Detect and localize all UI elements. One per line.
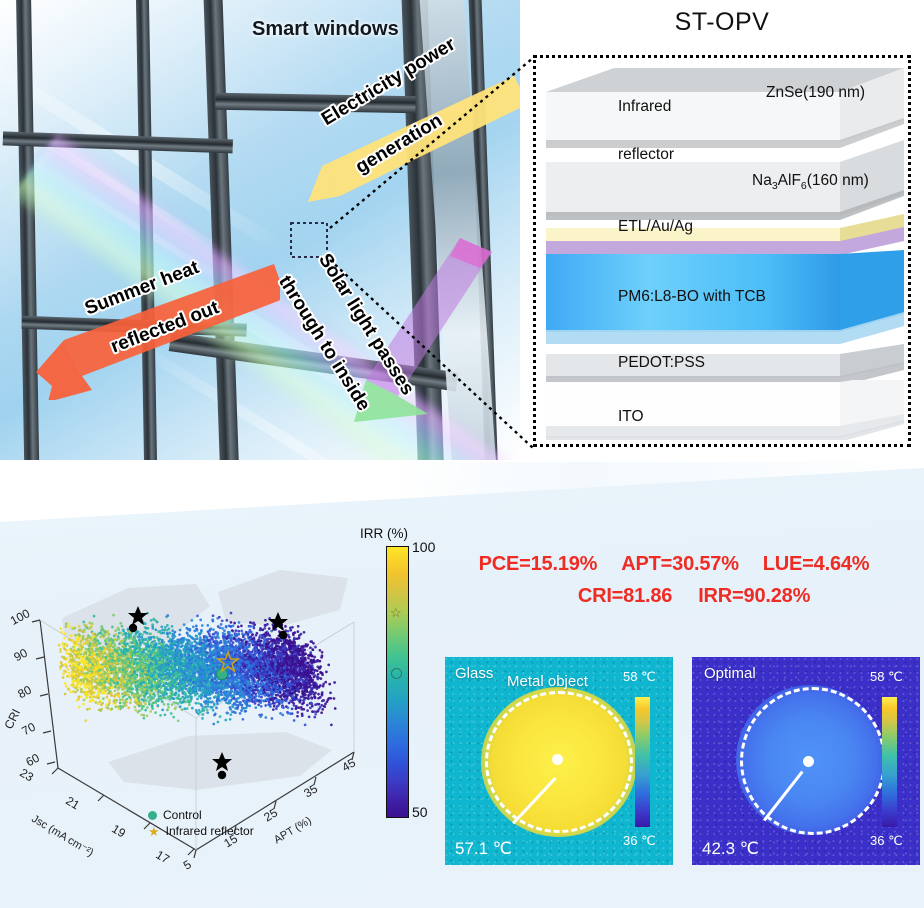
device-stack: Infrared ZnSe(190 nm) reflector Na3AlF6(… bbox=[540, 62, 904, 440]
st-opv-dotted-border: Infrared ZnSe(190 nm) reflector Na3AlF6(… bbox=[533, 55, 911, 447]
infrared-reflector-label-line2: reflector bbox=[618, 146, 674, 163]
metric-lue: LUE=4.64% bbox=[762, 553, 870, 575]
legend-item-infrared-reflector: ★ Infrared reflector bbox=[148, 823, 254, 839]
layer-ito bbox=[540, 380, 904, 440]
znse-label: ZnSe(190 nm) bbox=[766, 84, 866, 101]
jsc-ticks bbox=[51, 767, 195, 856]
thermal-glass-label: Glass bbox=[455, 665, 494, 682]
metrics-row-1: PCE=15.19% APT=30.57% LUE=4.64% bbox=[424, 548, 924, 580]
metric-cri: CRI=81.86 bbox=[577, 585, 673, 607]
thermal-object-outline bbox=[485, 691, 633, 833]
st-opv-title: ST-OPV bbox=[674, 8, 770, 36]
legend-item-control: Control bbox=[148, 807, 254, 823]
scatter-point-cloud bbox=[57, 611, 337, 727]
thermal-optimal-label: Optimal bbox=[704, 665, 756, 682]
metric-pce: PCE=15.19% bbox=[478, 553, 598, 575]
cri-ticks bbox=[31, 619, 56, 765]
smart-windows-title: Smart windows bbox=[252, 18, 399, 40]
legend-label-control: Control bbox=[163, 808, 202, 822]
thermal-optimal-scale-min: 36 ℃ bbox=[870, 833, 903, 848]
metrics-summary: PCE=15.19% APT=30.57% LUE=4.64% CRI=81.8… bbox=[424, 548, 924, 612]
thermal-metal-object-label: Metal object bbox=[507, 673, 588, 690]
etl-au-ag-label: ETL/Au/Ag bbox=[618, 218, 693, 235]
infrared-reflector-marker-icon: ★ bbox=[148, 823, 160, 839]
st-opv-panel: ST-OPV Infrared ZnSe(190 nm) bbox=[520, 0, 924, 460]
scatter-legend: Control ★ Infrared reflector bbox=[148, 807, 254, 839]
layer-pedot-pss bbox=[540, 344, 904, 392]
layer-na3alf6 bbox=[540, 138, 904, 230]
thermal-glass-scale-min: 36 ℃ bbox=[623, 833, 656, 848]
thermal-image-glass: Glass Metal object 57.1 ℃ 58 ℃ 36 ℃ bbox=[445, 657, 673, 865]
zoom-region-marker bbox=[290, 222, 328, 258]
colorbar-gradient bbox=[386, 546, 409, 818]
thermal-image-optimal: Optimal 42.3 ℃ 58 ℃ 36 ℃ bbox=[692, 657, 920, 865]
control-marker-icon bbox=[148, 810, 157, 820]
legend-label-infrared-reflector: Infrared reflector bbox=[165, 824, 254, 838]
axis-lines bbox=[39, 619, 355, 851]
colorbar-star-marker-icon: ☆ bbox=[390, 605, 402, 620]
results-panel: 100 90 80 70 60 CRI 23 21 19 17 Jsc (mA … bbox=[0, 462, 924, 908]
thermal-glass-scale-max: 58 ℃ bbox=[623, 669, 656, 684]
colorbar-circle-marker-icon bbox=[391, 668, 402, 679]
metric-irr: IRR=90.28% bbox=[698, 585, 811, 607]
layer-znse bbox=[540, 62, 904, 148]
smart-window-illustration: Electricity power generation Summer heat… bbox=[0, 0, 520, 460]
thermal-glass-colorbar bbox=[635, 697, 650, 827]
marker-infrared-reflector bbox=[215, 649, 241, 673]
pm6-l8bo-label: PM6:L8-BO with TCB bbox=[618, 288, 766, 305]
colorbar-title: IRR (%) bbox=[360, 526, 408, 541]
colorbar-max-label: 100 bbox=[412, 539, 436, 555]
layer-etl-au-ag bbox=[540, 214, 904, 255]
scatter-3d-chart: 100 90 80 70 60 CRI 23 21 19 17 Jsc (mA … bbox=[0, 500, 420, 900]
metric-apt: APT=30.57% bbox=[621, 553, 739, 575]
apt-ticks bbox=[193, 751, 355, 859]
thermal-optimal-colorbar bbox=[882, 697, 897, 827]
irr-colorbar: IRR (%) 100 50 ☆ bbox=[360, 526, 462, 856]
na3alf6-label: Na3AlF6(160 nm) bbox=[752, 172, 869, 193]
thermal-optimal-scale-max: 58 ℃ bbox=[870, 669, 903, 684]
ito-label: ITO bbox=[618, 408, 644, 425]
thermal-glass-temperature: 57.1 ℃ bbox=[455, 839, 512, 858]
thermal-measure-point bbox=[552, 754, 563, 765]
pedot-pss-label: PEDOT:PSS bbox=[618, 354, 705, 371]
shadow-markers bbox=[128, 606, 288, 780]
summer-heat-arrow bbox=[36, 264, 280, 400]
infrared-reflector-label-line1: Infrared bbox=[618, 98, 672, 115]
thermal-optimal-temperature: 42.3 ℃ bbox=[702, 839, 759, 858]
scatter-3d-svg bbox=[31, 570, 355, 859]
metrics-row-2: CRI=81.86 IRR=90.28% bbox=[424, 580, 924, 612]
colorbar-min-label: 50 bbox=[412, 804, 428, 820]
layer-pm6-l8bo bbox=[540, 250, 904, 362]
thermal-measure-point bbox=[803, 756, 814, 767]
